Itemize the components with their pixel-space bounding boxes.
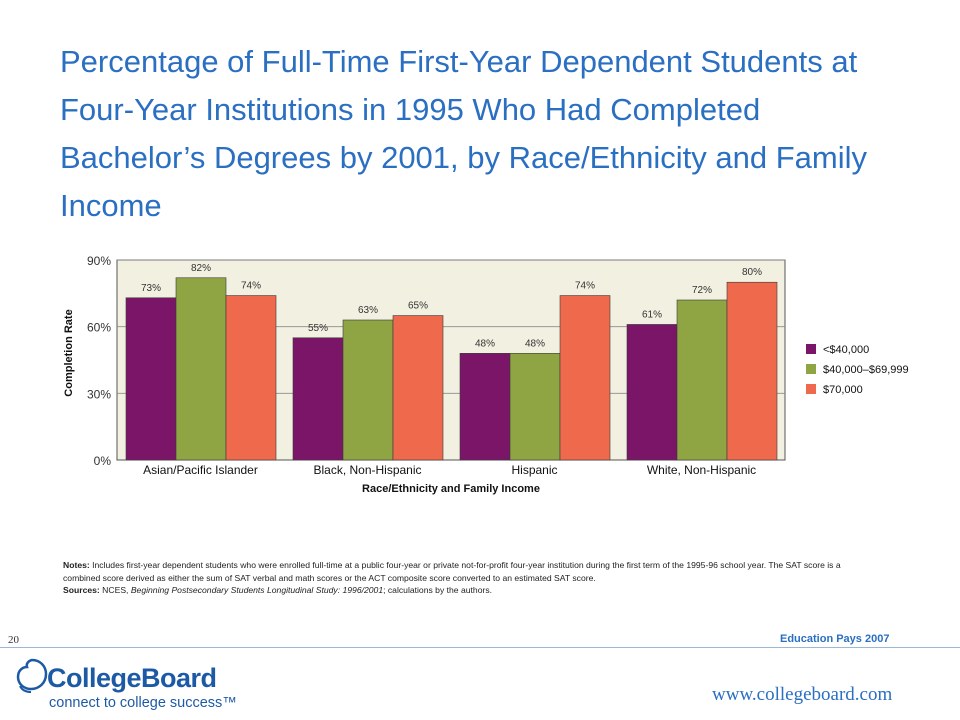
data-label: 65% [408,301,428,312]
data-label: 74% [575,281,595,292]
data-label: 73% [141,283,161,294]
data-label: 72% [692,285,712,296]
data-label: 48% [525,338,545,349]
logo-tagline: connect to college success™ [49,695,237,711]
data-label: 80% [742,267,762,278]
y-axis-label: Completion Rate [63,309,75,396]
sources-title: Beginning Postsecondary Students Longitu… [130,585,384,595]
bar [509,353,561,461]
bar [125,297,177,461]
chart-notes: Notes: Includes first-year dependent stu… [63,559,863,597]
data-label: 74% [241,281,261,292]
bar-chart: 0% 30% 60% 90% 73% 82% 74% 55% 63% 65% 48% 48% 74% 6… [63,254,909,495]
website-link[interactable]: www.collegeboard.com [712,684,893,705]
bar [225,295,277,461]
y-tick-label: 90% [87,254,111,268]
data-label: 63% [358,305,378,316]
x-tick-labels: Asian/Pacific Islander Black, Non-Hispani… [143,463,756,477]
x-tick-label: Black, Non-Hispanic [313,463,421,477]
bar [392,315,444,461]
bar [175,277,227,461]
x-tick-label: Asian/Pacific Islander [143,463,258,477]
page-title: Percentage of Full-Time First-Year Depen… [60,44,867,223]
legend-swatch [806,364,816,374]
y-tick-label: 60% [87,321,111,335]
y-tick-label: 30% [87,387,111,401]
bar [726,281,778,461]
x-axis-label: Race/Ethnicity and Family Income [362,483,540,495]
legend-label: $70,000 [823,384,863,396]
legend-label: <$40,000 [823,344,869,356]
sources-suffix: ; calculations by the authors. [383,585,493,595]
data-label: 82% [191,263,211,274]
bar [342,319,394,461]
legend-swatch [806,344,816,354]
college-board-acorn-icon [16,658,48,693]
notes-text: Includes first-year dependent students w… [63,560,841,583]
y-tick-label: 0% [94,454,112,468]
x-tick-label: White, Non-Hispanic [647,463,756,477]
notes-label: Notes: [63,560,90,570]
college-board-logo[interactable]: CollegeBoard connect to college success™ [12,656,242,714]
page-number: 20 [8,634,19,646]
data-label: 48% [475,338,495,349]
footer-divider [0,647,960,648]
data-label: 55% [308,323,328,334]
logo-name: CollegeBoard [47,663,217,693]
x-tick-label: Hispanic [511,463,557,477]
legend: <$40,000 $40,000–$69,999 $70,000 [806,344,909,396]
bar [676,299,728,461]
bar [626,324,678,461]
bar [459,353,511,461]
sources-label: Sources: [63,585,100,595]
y-tick-labels: 0% 30% 60% 90% [87,254,111,468]
bars: 73% 82% 74% 55% 63% 65% 48% 48% 74% 61% 72% 80% [125,263,778,461]
bar [559,295,611,461]
bar [292,337,344,461]
sources-text: NCES, [99,585,131,595]
legend-label: $40,000–$69,999 [823,364,909,376]
data-label: 61% [642,309,662,320]
legend-swatch [806,384,816,394]
publication-title: Education Pays 2007 [780,633,890,645]
